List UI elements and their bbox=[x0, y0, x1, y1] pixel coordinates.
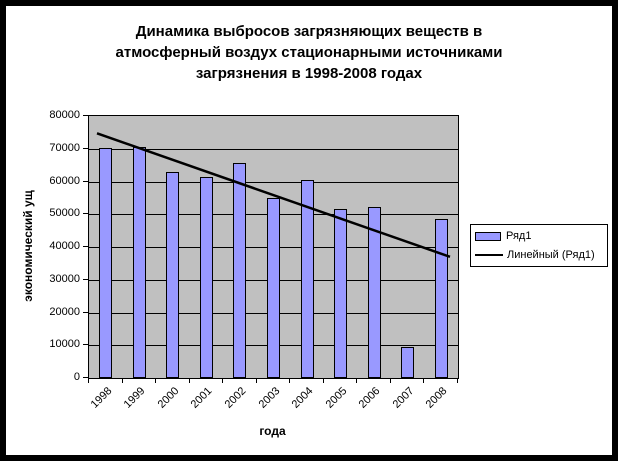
bar-2003 bbox=[267, 198, 280, 378]
x-tick-mark bbox=[323, 378, 324, 383]
x-tick-label: 2006 bbox=[356, 385, 383, 411]
bar-2006 bbox=[367, 206, 381, 378]
y-tick-label: 80000 bbox=[49, 109, 80, 121]
y-tick-mark bbox=[83, 377, 88, 378]
x-axis-title: года bbox=[259, 424, 286, 438]
y-tick-mark bbox=[83, 147, 88, 149]
bar-2000 bbox=[166, 172, 180, 378]
y-tick-label: 70000 bbox=[49, 141, 80, 154]
y-tick-mark bbox=[83, 246, 88, 247]
chart-title-line-2: атмосферный воздух стационарными источни… bbox=[115, 44, 503, 61]
y-tick-label: 20000 bbox=[49, 305, 80, 318]
x-tick-mark bbox=[122, 378, 123, 383]
legend-series-label: Ряд1 bbox=[506, 230, 532, 243]
x-tick-mark bbox=[356, 378, 357, 383]
bar-2008 bbox=[434, 218, 448, 378]
y-tick-label: 40000 bbox=[49, 240, 80, 252]
trendline bbox=[96, 132, 451, 259]
x-tick-label: 2004 bbox=[289, 385, 316, 411]
y-tick-label: 60000 bbox=[49, 174, 80, 187]
legend-bar-swatch bbox=[475, 231, 501, 241]
y-tick-label: 10000 bbox=[49, 338, 80, 351]
legend-entry-series: Ряд1 bbox=[475, 227, 603, 246]
x-tick-label: 1999 bbox=[121, 385, 148, 411]
y-tick-mark bbox=[83, 213, 88, 215]
x-tick-mark bbox=[390, 378, 391, 383]
x-tick-mark bbox=[457, 378, 458, 383]
legend-line-swatch bbox=[475, 253, 503, 256]
x-tick-label: 2001 bbox=[189, 385, 215, 411]
gridline bbox=[89, 181, 458, 183]
x-tick-label: 2003 bbox=[256, 385, 282, 411]
y-tick-mark bbox=[83, 311, 88, 313]
legend-entry-trendline: Линейный (Ряд1) bbox=[475, 246, 603, 265]
bar-2001 bbox=[199, 176, 213, 378]
y-tick-label: 30000 bbox=[49, 272, 80, 285]
x-tick-mark bbox=[423, 378, 424, 383]
legend-trendline-label: Линейный (Ряд1) bbox=[507, 248, 595, 261]
legend: Ряд1 Линейный (Ряд1) bbox=[470, 224, 608, 267]
y-tick-mark bbox=[83, 278, 88, 280]
x-tick-mark bbox=[88, 378, 89, 383]
y-tick-label: 50000 bbox=[49, 207, 80, 220]
x-tick-label: 2005 bbox=[323, 385, 350, 411]
gridline bbox=[89, 148, 458, 150]
x-tick-mark bbox=[155, 378, 156, 383]
x-tick-label: 2000 bbox=[155, 385, 182, 411]
x-tick-mark bbox=[222, 378, 223, 383]
y-tick-mark bbox=[83, 115, 88, 116]
x-tick-mark bbox=[289, 378, 290, 383]
x-tick-mark bbox=[256, 378, 257, 383]
bar-2007 bbox=[401, 346, 415, 378]
bar-2005 bbox=[334, 209, 348, 378]
chart-title-line-3: загрязнения в 1998-2008 годах bbox=[195, 65, 423, 82]
x-tick-label: 1998 bbox=[88, 385, 115, 411]
x-tick-label: 2002 bbox=[222, 385, 249, 411]
x-tick-mark bbox=[189, 378, 190, 383]
y-tick-label: 0 bbox=[73, 371, 80, 383]
x-tick-label: 2007 bbox=[390, 385, 417, 411]
bar-2002 bbox=[233, 163, 247, 378]
chart-title-line-1: Динамика выбросов загрязняющих веществ в bbox=[135, 23, 483, 40]
x-tick-label: 2008 bbox=[423, 385, 450, 411]
y-tick-mark bbox=[83, 344, 88, 346]
bar-2004 bbox=[300, 179, 314, 378]
y-tick-mark bbox=[83, 180, 88, 182]
bar-1998 bbox=[99, 147, 113, 378]
plot-area bbox=[88, 115, 459, 379]
chart-title: Динамика выбросов загрязняющих веществ в… bbox=[6, 21, 612, 84]
